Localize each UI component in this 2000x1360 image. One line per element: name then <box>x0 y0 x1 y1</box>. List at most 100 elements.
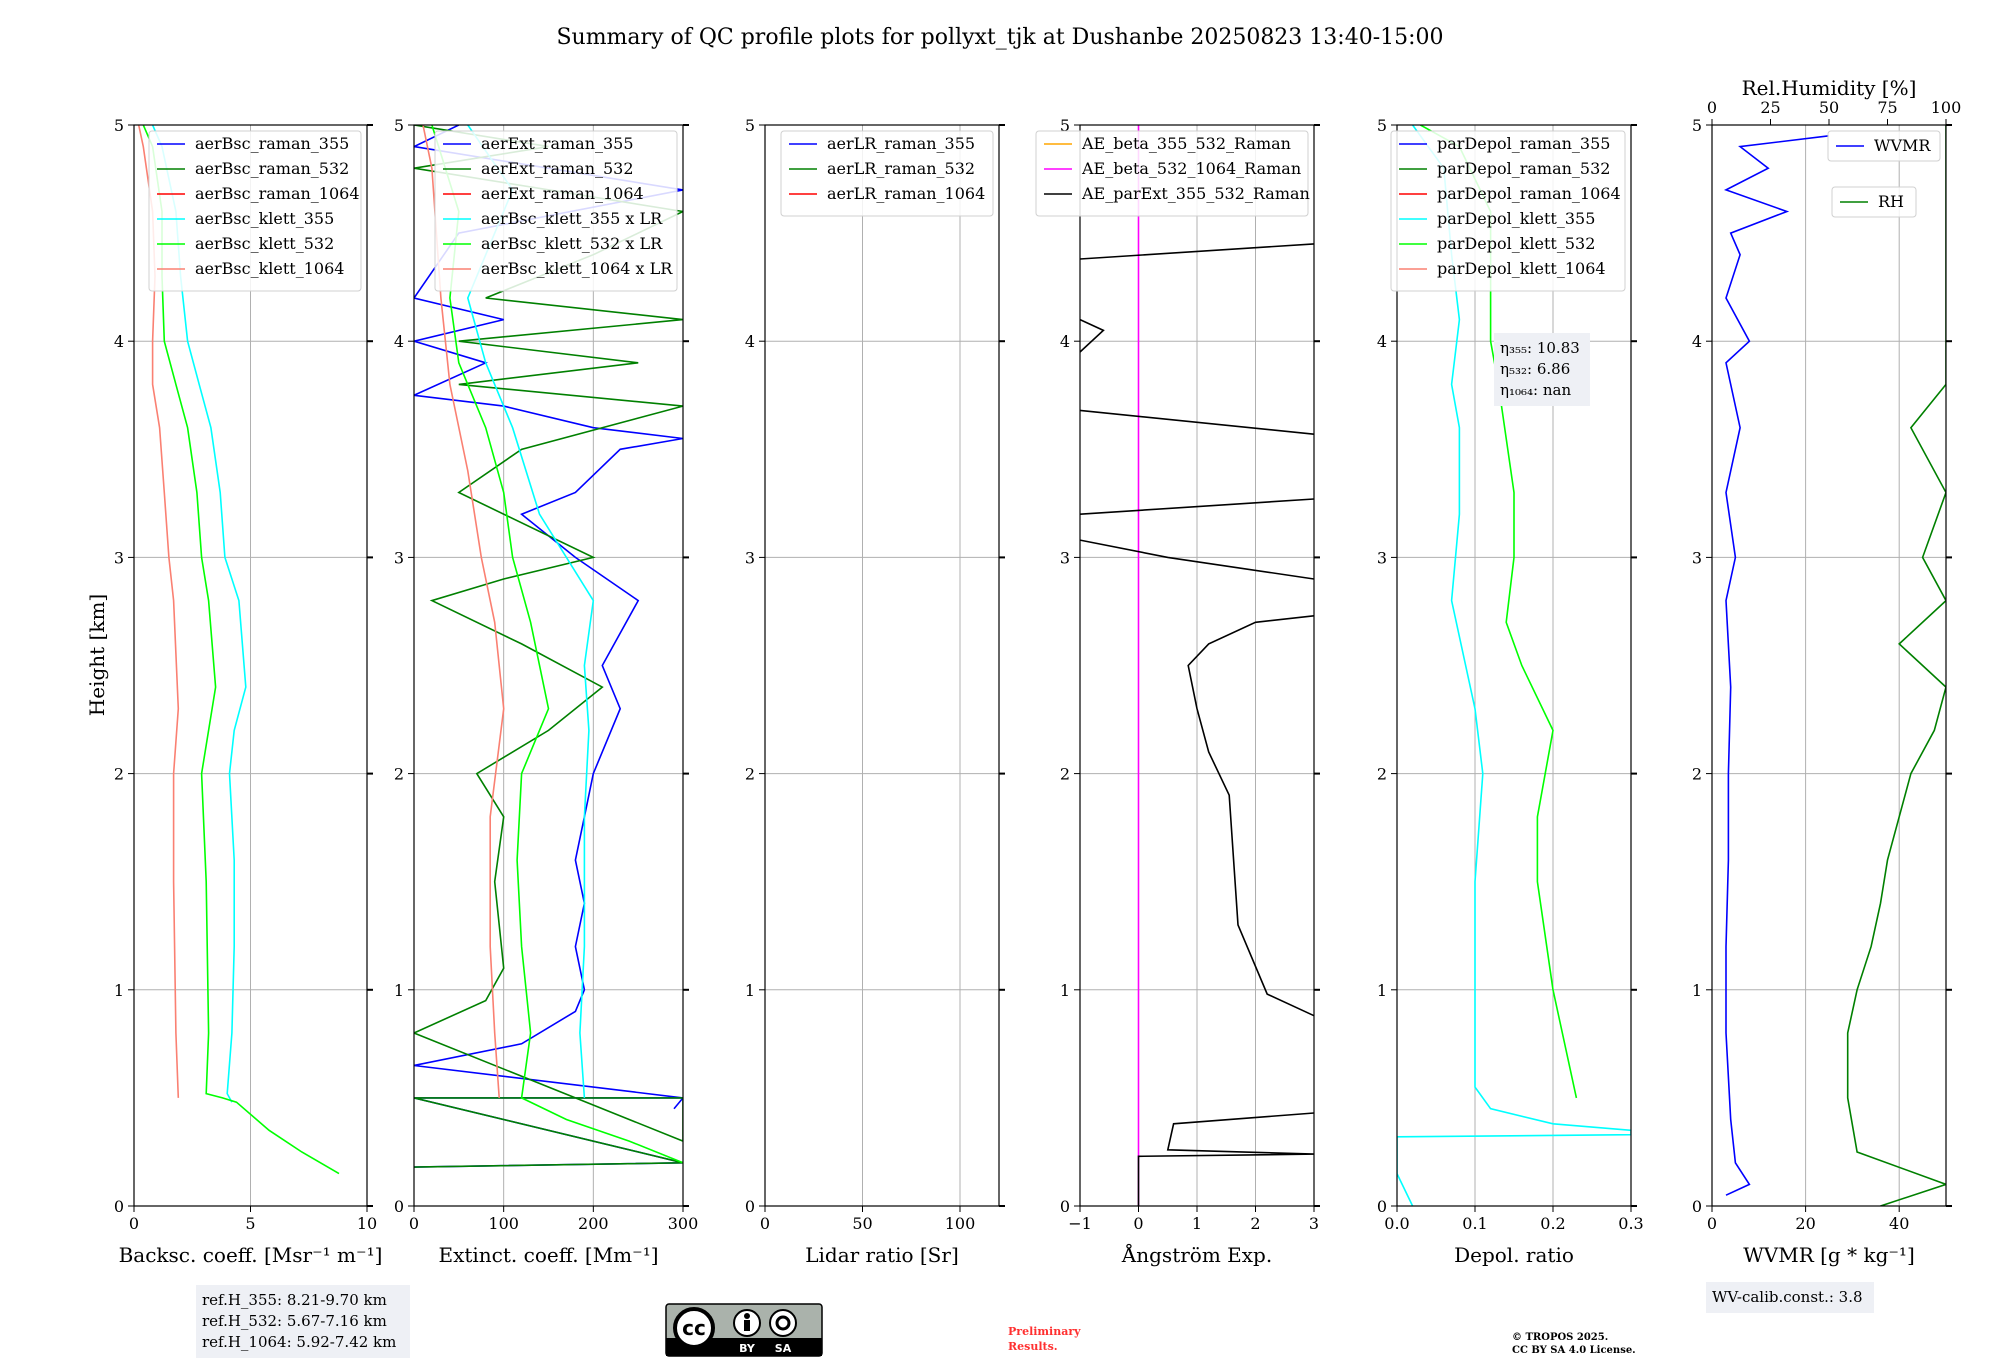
legend-entry: parDepol_klett_1064 <box>1437 259 1606 278</box>
legend-entry: parDepol_klett_355 <box>1437 209 1595 228</box>
y-tick-label: 5 <box>394 116 404 135</box>
grid <box>1079 124 1315 1207</box>
grid <box>764 124 999 1207</box>
x-tick-label: −1 <box>1068 1214 1092 1233</box>
y-tick-label: 0 <box>114 1197 124 1216</box>
x-tick-label: 20 <box>1795 1214 1815 1233</box>
top-x-tick-label: 75 <box>1877 98 1897 117</box>
series-line-WVMR <box>1723 135 1830 1196</box>
y-tick-label: 4 <box>1060 332 1070 351</box>
x-tick-label: 5 <box>245 1214 255 1233</box>
y-tick-label: 2 <box>394 765 404 784</box>
y-tick-label: 3 <box>1377 548 1387 567</box>
legend: WVMR RH <box>1827 130 1941 218</box>
y-tick-label: 4 <box>745 332 755 351</box>
top-x-tick-label: 0 <box>1707 98 1717 117</box>
legend-box <box>780 130 994 217</box>
annotation-text: ref.H_1064: 5.92-7.42 km <box>202 1333 396 1351</box>
legend-box <box>1827 130 1941 162</box>
y-tick-label: 3 <box>1060 548 1070 567</box>
preliminary-note: Preliminary <box>1008 1325 1081 1338</box>
y-tick-label: 0 <box>394 1197 404 1216</box>
legend-entry: aerExt_raman_532 <box>481 159 634 178</box>
grid <box>1711 124 1946 1207</box>
series-line-aerBsc-klett-355-x-LR <box>466 125 595 1098</box>
x-tick-label: 0 <box>760 1214 770 1233</box>
legend-entry: aerBsc_raman_1064 <box>195 184 360 203</box>
series-line-parDepol-klett-355 <box>1397 125 1631 1206</box>
legend-entry: aerBsc_raman_355 <box>195 134 349 153</box>
series-line-AE-parExt-segment <box>1080 409 1314 435</box>
y-tick-label: 4 <box>1377 332 1387 351</box>
y-tick-label: 1 <box>1060 981 1070 1000</box>
annotation-bg <box>1494 333 1590 406</box>
x-tick-label: 100 <box>945 1214 976 1233</box>
x-axis-label: Ångström Exp. <box>1121 1242 1272 1267</box>
annotation-text: ref.H_355: 8.21-9.70 km <box>202 1291 387 1309</box>
series-line-AE-parExt-segment <box>1080 498 1314 515</box>
series-group <box>1080 125 1314 1206</box>
y-tick-label: 0 <box>1377 1197 1387 1216</box>
y-tick-label: 0 <box>1060 1197 1070 1216</box>
y-tick-label: 3 <box>394 548 404 567</box>
y-tick-label: 5 <box>745 116 755 135</box>
x-tick-label: 40 <box>1889 1214 1909 1233</box>
x-tick-label: 300 <box>668 1214 699 1233</box>
y-tick-label: 1 <box>745 981 755 1000</box>
y-tick-label: 1 <box>1692 981 1702 1000</box>
x-axis-label: Backsc. coeff. [Msr⁻¹ m⁻¹] <box>119 1243 383 1267</box>
x-axis-label: Lidar ratio [Sr] <box>805 1243 959 1267</box>
series-line-RH <box>1846 125 1946 1206</box>
annotation-bg <box>1706 1282 1874 1313</box>
series-line-AE-parExt-segment <box>1080 318 1105 353</box>
y-tick-label: 0 <box>745 1197 755 1216</box>
legend-entry: aerExt_raman_1064 <box>481 184 644 203</box>
x-tick-label: 100 <box>488 1214 519 1233</box>
annotation-text: η₅₃₂: 6.86 <box>1500 360 1570 378</box>
legend-entry: aerBsc_raman_532 <box>195 159 349 178</box>
x-axis-label: WVMR [g * kg⁻¹] <box>1743 1243 1915 1267</box>
annotation-text: ref.H_532: 5.67-7.16 km <box>202 1312 387 1330</box>
legend-entry: aerBsc_klett_1064 <box>195 259 344 278</box>
x-tick-label: 50 <box>852 1214 872 1233</box>
legend-entry: parDepol_raman_532 <box>1437 159 1610 178</box>
legend-entry: aerBsc_klett_355 x LR <box>481 209 663 228</box>
legend-entry: aerBsc_klett_1064 x LR <box>481 259 673 278</box>
y-tick-label: 4 <box>1692 332 1702 351</box>
legend-entry: WVMR <box>1874 136 1931 155</box>
y-tick-label: 2 <box>1692 765 1702 784</box>
legend: AE_beta_355_532_Raman AE_beta_532_1064_Ra… <box>1035 130 1310 217</box>
chart-panel-2: 0 100 200 300 0 1 2 3 4 5 Extinct. coeff. [Mm⁻¹] ae… <box>394 116 698 1267</box>
x-tick-label: 0 <box>1707 1214 1717 1233</box>
y-tick-label: 3 <box>745 548 755 567</box>
annotation-box: WV-calib.const.: 3.8 <box>1706 1282 1874 1313</box>
legend: aerBsc_raman_355 aerBsc_raman_532 aerBsc_r… <box>148 130 362 292</box>
y-tick-label: 1 <box>1377 981 1387 1000</box>
y-tick-label: 5 <box>114 116 124 135</box>
y-tick-label: 2 <box>1060 765 1070 784</box>
x-tick-label: 1 <box>1192 1214 1202 1233</box>
legend: aerExt_raman_355 aerExt_raman_532 aerExt_r… <box>434 130 678 292</box>
x-tick-label: 0 <box>409 1214 419 1233</box>
x-tick-label: 200 <box>578 1214 609 1233</box>
legend-entry: AE_parExt_355_532_Raman <box>1081 184 1310 203</box>
x-tick-label: 0.0 <box>1384 1214 1409 1233</box>
y-tick-label: 4 <box>114 332 124 351</box>
copyright-note-2: CC BY SA 4.0 License. <box>1512 1345 1636 1356</box>
y-tick-label: 5 <box>1377 116 1387 135</box>
chart-panel-3: 0 50 100 0 1 2 3 4 5 Lidar ratio [Sr] aerLR_raman_… <box>745 116 1005 1267</box>
preliminary-note-2: Results. <box>1008 1340 1058 1353</box>
legend-entry: aerLR_raman_1064 <box>827 184 985 203</box>
y-tick-label: 3 <box>1692 548 1702 567</box>
annotation-text: η₁₀₆₄: nan <box>1500 381 1571 399</box>
chart-panel-6: 0 20 40 0 1 2 3 4 5 WVMR [g * kg⁻¹] 0 25 50 75 100 Rel.… <box>1692 76 1961 1313</box>
x-tick-label: 3 <box>1309 1214 1319 1233</box>
annotation-box: ref.H_355: 8.21-9.70 km ref.H_532: 5.67-7… <box>196 1285 410 1358</box>
x-tick-label: 0.3 <box>1618 1214 1643 1233</box>
x-tick-label: 0 <box>1133 1214 1143 1233</box>
y-tick-label: 1 <box>394 981 404 1000</box>
legend-entry: aerLR_raman_532 <box>827 159 975 178</box>
y-tick-label: 5 <box>1692 116 1702 135</box>
